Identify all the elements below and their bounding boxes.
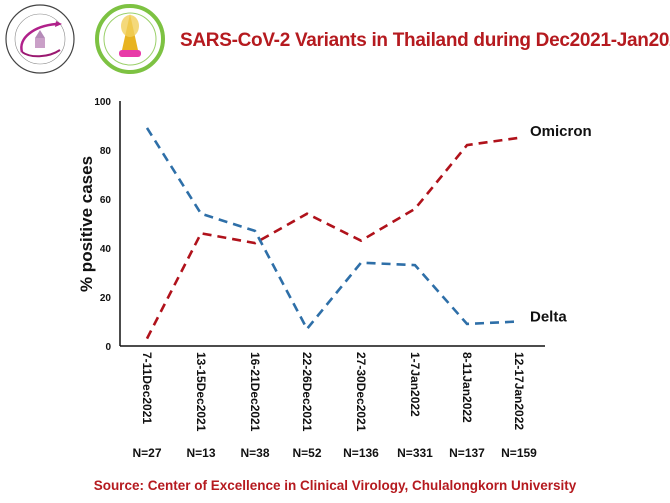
- x-category-label: 13-15Dec2021: [194, 352, 208, 432]
- x-category-label: 7-11Dec2021: [140, 352, 154, 424]
- y-tick-label: 100: [94, 97, 111, 108]
- x-categories: 7-11Dec2021 N=27 13-15Dec2021 N=13 16-21Dec2…: [132, 352, 537, 460]
- series-line-omicron: [145, 136, 520, 340]
- y-tick-label: 0: [105, 342, 111, 353]
- series-label-delta: Delta: [530, 309, 567, 326]
- sample-size-label: N=27: [132, 446, 161, 460]
- chart-title: SARS-CoV-2 Variants in Thailand during D…: [180, 30, 670, 51]
- center-of-excellence-logo: [5, 4, 75, 74]
- x-category-label: 8-11Jan2022: [460, 352, 474, 423]
- series-line-delta: [145, 127, 520, 332]
- series-lines: [145, 127, 520, 340]
- y-tick-label: 40: [100, 244, 112, 255]
- sample-size-label: N=136: [343, 446, 379, 460]
- sample-size-label: N=38: [240, 446, 269, 460]
- axes: [119, 101, 545, 347]
- line-chart: 0 20 40 60 80 100 7-11Dec2021 N=27 13-15Dec2021…: [77, 97, 592, 460]
- series-label-omicron: Omicron: [530, 123, 592, 140]
- x-category-label: 22-26Dec2021: [300, 352, 314, 432]
- y-tick-label: 20: [100, 293, 112, 304]
- y-tick-label: 60: [100, 195, 112, 206]
- y-axis-label: % positive cases: [77, 156, 96, 292]
- x-category-label: 1-7Jan2022: [408, 352, 422, 417]
- x-category-label: 12-17Jan2022: [512, 352, 526, 430]
- x-category-label: 16-21Dec2021: [248, 352, 262, 432]
- x-category-label: 27-30Dec2021: [354, 352, 368, 432]
- sample-size-label: N=13: [186, 446, 215, 460]
- y-ticks: 0 20 40 60 80 100: [94, 97, 111, 353]
- y-tick-label: 80: [100, 146, 112, 157]
- sample-size-label: N=331: [397, 446, 433, 460]
- series-labels: Omicron Delta: [530, 123, 592, 326]
- sample-size-label: N=137: [449, 446, 485, 460]
- sample-size-label: N=159: [501, 446, 537, 460]
- faculty-of-medicine-logo: [95, 4, 165, 74]
- source-note: Source: Center of Excellence in Clinical…: [93, 478, 577, 493]
- sample-size-label: N=52: [292, 446, 321, 460]
